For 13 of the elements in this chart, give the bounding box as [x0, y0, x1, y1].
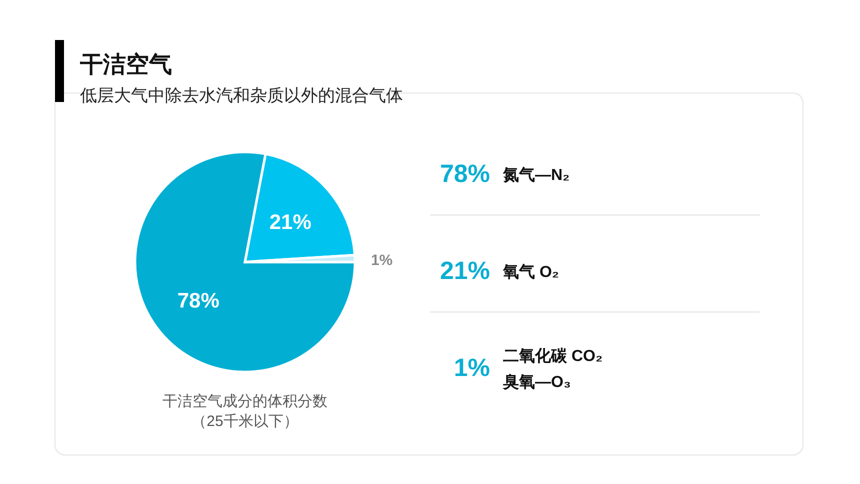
text: 1% — [454, 354, 490, 382]
text: 干洁空气成分的体积分数 — [162, 393, 328, 410]
text: 78% — [440, 160, 490, 188]
chart-subtitle: 低层大气中除去水汽和杂质以外的混合气体 — [80, 86, 403, 105]
text: 二氧化碳 CO₂ 臭氧—O₃ — [502, 347, 603, 391]
text: 氮气—N₂ — [502, 166, 570, 184]
text: 21% — [440, 257, 490, 285]
data-label: 21% — [269, 210, 312, 234]
data-label: 78% — [177, 290, 220, 313]
text: 氧气 O₂ — [502, 263, 559, 281]
chart-title: 干洁空气 — [79, 51, 172, 77]
data-label: 1% — [370, 252, 393, 270]
text: （25千米以下） — [192, 413, 298, 430]
